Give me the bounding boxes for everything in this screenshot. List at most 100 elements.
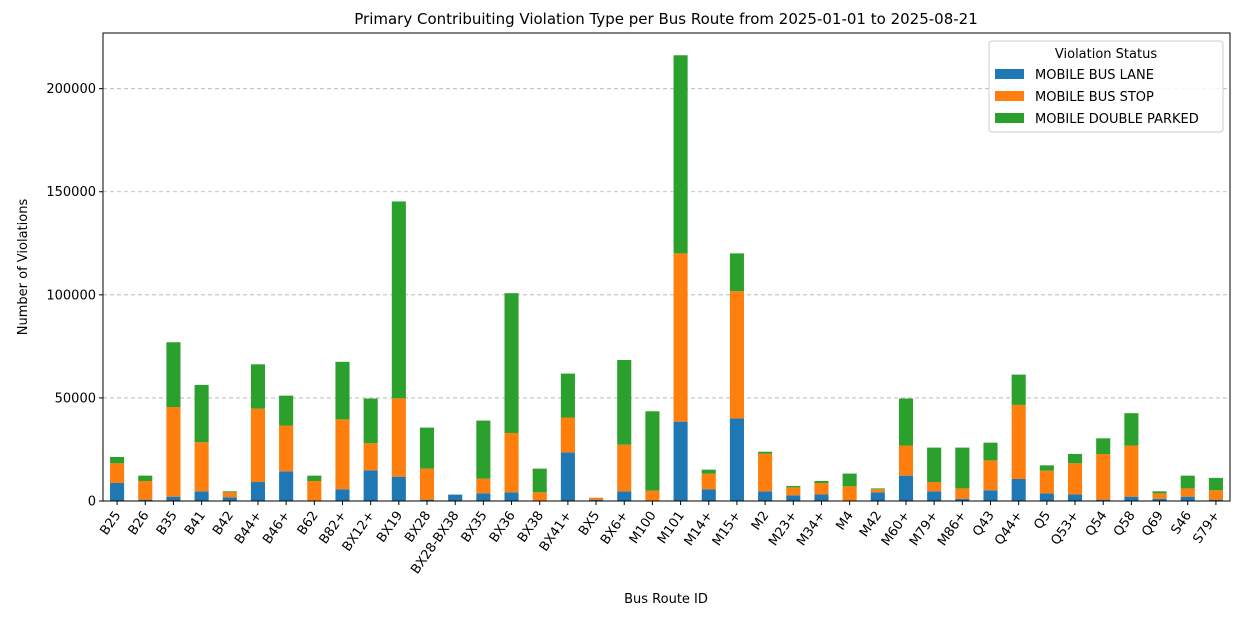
bar-segment xyxy=(786,485,801,488)
y-tick-label: 100000 xyxy=(46,288,96,303)
bar-segment xyxy=(110,463,125,483)
x-tick-label: S79+ xyxy=(1190,509,1223,547)
bar-segment xyxy=(1180,488,1195,497)
bar-segment xyxy=(983,490,998,501)
legend-title: Violation Status xyxy=(1055,47,1157,62)
bar-segment xyxy=(983,460,998,491)
bar-segment xyxy=(448,494,463,501)
bar-segment xyxy=(110,456,125,464)
bar-segment xyxy=(476,493,491,501)
bar-segment xyxy=(1067,453,1083,464)
bar-segment xyxy=(1096,499,1111,501)
bar-segment xyxy=(279,395,294,426)
bar-segment xyxy=(1067,494,1083,501)
bar-segment xyxy=(222,497,237,501)
bar-segment xyxy=(279,471,294,501)
bar-segment xyxy=(250,364,266,409)
legend-entry: MOBILE BUS LANE xyxy=(1035,68,1154,83)
bar-segment xyxy=(110,482,125,501)
bar-segment xyxy=(898,475,914,501)
bar-segment xyxy=(729,418,744,501)
bar-segment xyxy=(927,482,942,492)
bar-segment xyxy=(532,492,547,501)
x-tick-label: Q44+ xyxy=(992,509,1026,548)
bar-segment xyxy=(758,453,773,492)
bar-segment xyxy=(419,468,435,500)
bar-segment xyxy=(391,476,406,501)
bar-segment xyxy=(786,495,801,501)
bar-segment xyxy=(870,489,885,493)
bar-segment xyxy=(138,481,153,500)
bar-segment xyxy=(138,475,153,482)
x-tick-label: Q43 xyxy=(970,509,998,540)
bar-segment xyxy=(363,398,378,444)
bar-segment xyxy=(1124,496,1139,501)
x-tick-label: BX6+ xyxy=(598,509,632,548)
x-tick-label: BX19 xyxy=(374,509,406,546)
bar-segment xyxy=(701,473,716,490)
bar-segment xyxy=(955,488,970,499)
bar-segment xyxy=(870,488,885,490)
bar-segment xyxy=(250,408,266,483)
bar-segment xyxy=(194,491,209,501)
bar-segment xyxy=(1180,496,1195,501)
legend-swatch xyxy=(995,91,1024,101)
bar-segment xyxy=(504,492,519,501)
bar-segment xyxy=(673,421,688,501)
y-tick-label: 150000 xyxy=(46,185,96,200)
bar-segment xyxy=(1096,438,1111,454)
x-tick-label: B46+ xyxy=(260,509,293,547)
bar-segment xyxy=(419,499,435,501)
bar-segment xyxy=(1152,491,1167,494)
x-tick-label: M14+ xyxy=(682,509,716,549)
bar-segment xyxy=(1208,477,1223,491)
bar-segment xyxy=(1011,374,1026,405)
bar-segment xyxy=(758,491,773,501)
bar-segment xyxy=(307,475,322,482)
bar-segment xyxy=(1208,499,1223,501)
bar-segment xyxy=(645,411,660,491)
x-tick-label: B25 xyxy=(97,509,124,538)
x-tick-label: M86+ xyxy=(935,509,969,549)
bar-segment xyxy=(617,359,632,445)
bar-segment xyxy=(1011,404,1026,479)
bar-segment xyxy=(335,419,350,490)
bar-segment xyxy=(1124,445,1139,497)
bar-segment xyxy=(194,442,209,492)
bar-segment xyxy=(673,55,688,254)
x-tick-label: S46 xyxy=(1169,509,1196,538)
bar-segment xyxy=(617,444,632,492)
x-tick-label: M4 xyxy=(833,509,856,534)
bar-segment xyxy=(898,398,914,446)
bar-segment xyxy=(560,417,575,453)
legend-box xyxy=(988,40,1224,133)
x-tick-label: Q53+ xyxy=(1048,509,1082,548)
bar-segment xyxy=(898,445,914,476)
bar-segment xyxy=(560,452,575,501)
bar-segment xyxy=(250,482,266,501)
x-tick-label: M79+ xyxy=(907,509,941,549)
bar-segment xyxy=(673,253,688,422)
x-tick-label: BX5 xyxy=(576,509,603,539)
bar-segment xyxy=(1011,478,1026,501)
legend-entry: MOBILE DOUBLE PARKED xyxy=(1035,112,1199,127)
x-tick-label: B44+ xyxy=(232,509,265,547)
bar-segment xyxy=(645,490,660,501)
bar-segment xyxy=(391,398,406,477)
x-tick-label: Q69 xyxy=(1139,509,1167,540)
bar-segment xyxy=(927,491,942,501)
bar-segment xyxy=(532,468,547,493)
legend: Violation Status MOBILE BUS LANE MOBILE B… xyxy=(988,40,1224,133)
bar-segment xyxy=(504,293,519,433)
bar-segment xyxy=(1208,490,1223,500)
bar-segment xyxy=(335,489,350,501)
bar-segment xyxy=(194,384,209,443)
bar-segment xyxy=(1152,498,1167,501)
plot-frame xyxy=(102,32,1231,502)
bar-segment xyxy=(307,481,322,501)
bar-segment xyxy=(814,481,829,484)
bar-segment xyxy=(1039,465,1054,471)
bar-segment xyxy=(927,447,942,483)
bar-segment xyxy=(363,443,378,471)
